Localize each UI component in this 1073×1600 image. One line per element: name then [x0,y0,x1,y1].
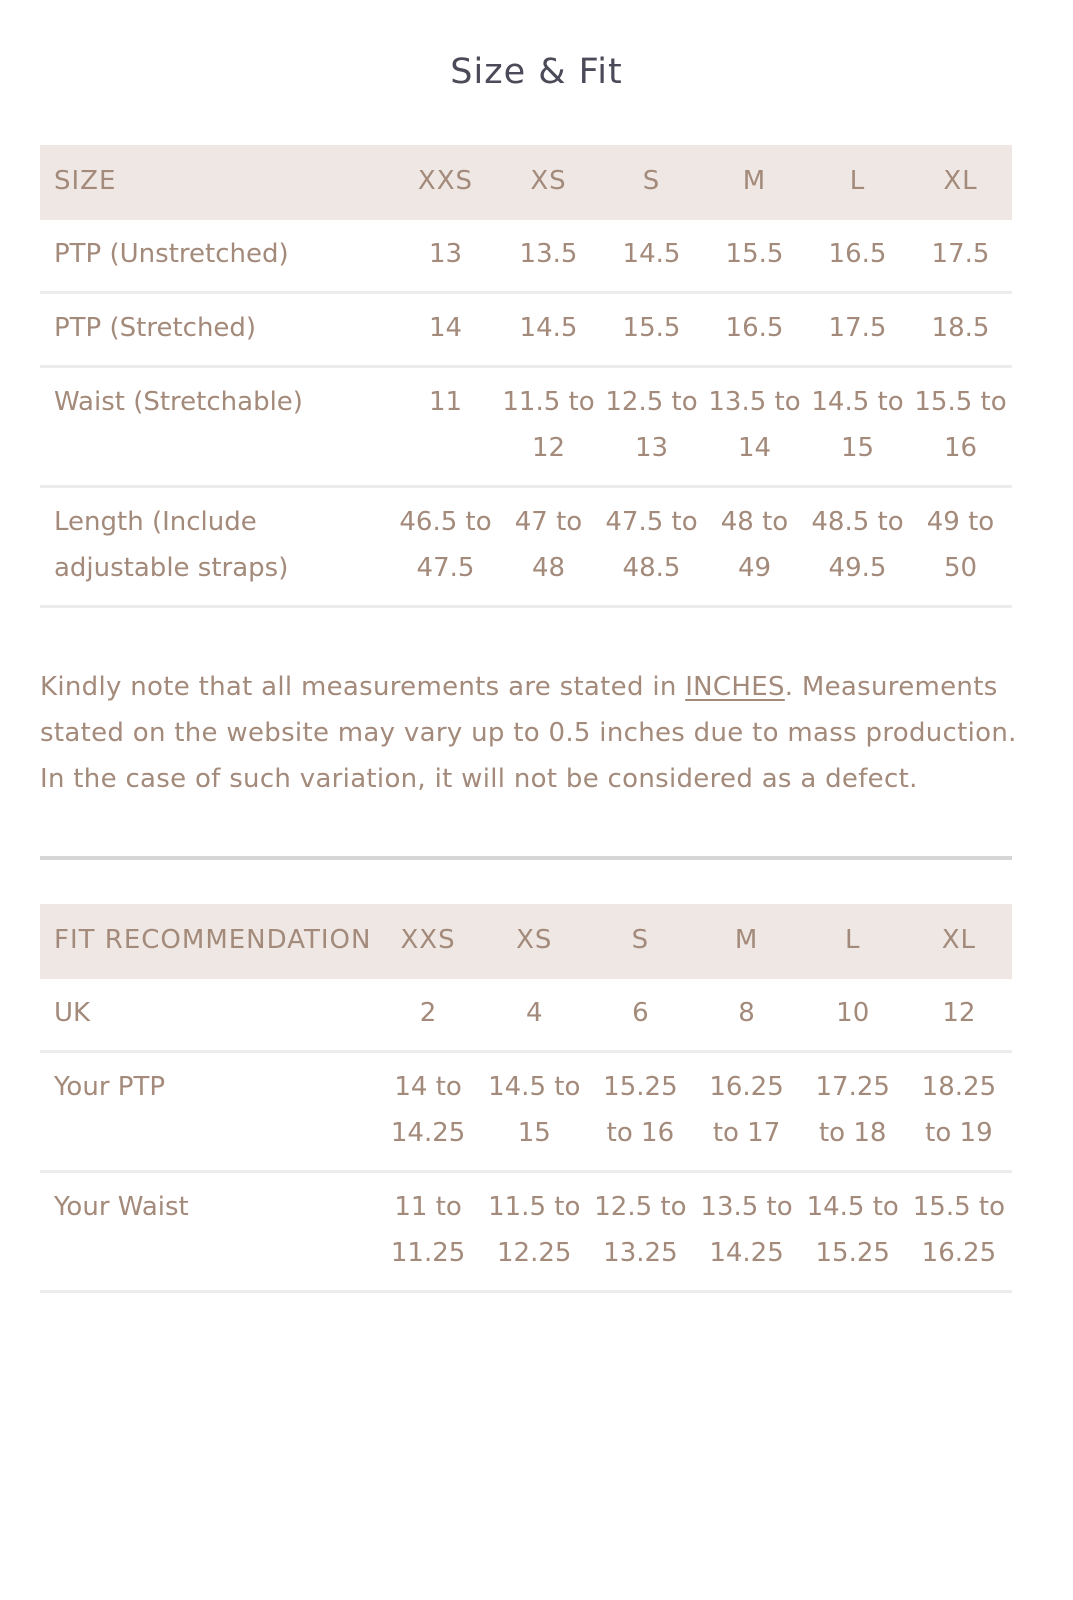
cell-value: 49 to 50 [926,507,995,583]
header-size: XXS [400,925,456,955]
cell-value: 15.5 to 16.25 [912,1192,1006,1268]
cell-value: 12.5 to 13.25 [594,1192,687,1268]
cell-value: 12.5 to 13 [605,387,698,463]
cell-value: 16.5 [828,239,887,269]
cell-value: 11 to 11.25 [390,1192,466,1268]
fit-table: FIT RECOMMENDATION XXS XS S M L XL UK 2 4 6 8 10 12 Y… [40,904,1012,1293]
row-label: UK [54,998,91,1028]
divider [40,856,1012,860]
header-size: XXS [417,166,474,196]
size-table-header: SIZE XXS XS S M L XL [40,145,1012,220]
cell-value: 11.5 to 12.25 [488,1192,581,1268]
cell-value: 14.5 [622,239,681,269]
header-size: L [844,925,861,955]
note-text-cont: . Measurements stated on the website may… [40,672,1017,794]
cell-value: 14 [428,313,463,343]
cell-value: 17.25 to 18 [815,1072,890,1148]
inches-link[interactable]: INCHES [685,672,785,702]
cell-value: 8 [738,998,755,1028]
cell-value: 13 [428,239,463,269]
header-size: L [849,166,866,196]
cell-value: 18.25 to 19 [921,1072,997,1148]
cell-value: 14.5 to 15 [811,387,904,463]
cell-value: 6 [632,998,649,1028]
header-size: XS [516,925,553,955]
measurement-note: Kindly note that all measurements are st… [40,664,1020,802]
header-size: XL [943,166,978,196]
cell-value: 15.5 [725,239,784,269]
note-text: Kindly note that all measurements are st… [40,672,686,702]
cell-value: 12 [942,998,976,1028]
header-size: S [631,925,650,955]
row-label: Length (Include adjustable straps) [54,507,289,583]
header-size: XL [941,925,977,955]
cell-value: 11 [428,387,463,417]
cell-value: 15.5 to 16 [914,387,1007,463]
cell-value: 48 to 49 [720,507,789,583]
cell-value: 16.5 [725,313,784,343]
row-label: Your Waist [54,1192,189,1222]
cell-value: 47.5 to 48.5 [605,507,698,583]
cell-value: 18.5 [931,313,990,343]
table-row: Length (Include adjustable straps) 46.5 t… [40,487,1012,607]
fit-table-header: FIT RECOMMENDATION XXS XS S M L XL [40,904,1012,979]
cell-value: 17.5 [931,239,990,269]
table-row: PTP (Stretched) 14 14.5 15.5 16.5 17.5 18.5 [40,293,1012,367]
header-size: XS [530,166,567,196]
cell-value: 14 to 14.25 [390,1072,466,1148]
cell-value: 13.5 [519,239,578,269]
cell-value: 13.5 to 14.25 [700,1192,793,1268]
cell-value: 2 [419,998,437,1028]
cell-value: 13.5 to 14 [708,387,801,463]
page-title: Size & Fit [450,52,623,92]
header-label: SIZE [54,166,117,196]
cell-value: 4 [525,998,543,1028]
cell-value: 10 [836,998,870,1028]
table-row: Waist (Stretchable) 11 11.5 to 12 12.5 to 1… [40,367,1012,487]
cell-value: 48.5 to 49.5 [811,507,904,583]
header-label: FIT RECOMMENDATION [54,925,372,955]
row-label: Your PTP [54,1072,166,1102]
table-row: PTP (Unstretched) 13 13.5 14.5 15.5 16.5 17.5 [40,220,1012,293]
table-row: Your PTP 14 to 14.25 14.5 to 15 15.25 to 16… [40,1052,1012,1172]
header-size: M [742,166,767,196]
row-label: PTP (Stretched) [54,313,257,343]
cell-value: 16.25 to 17 [709,1072,784,1148]
cell-value: 47 to 48 [514,507,583,583]
table-row: UK 2 4 6 8 10 12 [40,979,1012,1052]
cell-value: 14.5 to 15 [488,1072,581,1148]
cell-value: 17.5 [828,313,887,343]
row-label: PTP (Unstretched) [54,239,289,269]
cell-value: 14.5 to 15.25 [806,1192,899,1268]
table-row: Your Waist 11 to 11.25 11.5 to 12.25 12.5 t… [40,1172,1012,1292]
cell-value: 15.5 [622,313,681,343]
size-table: SIZE XXS XS S M L XL PTP (Unstretched) 13 13.5 14… [40,145,1012,608]
cell-value: 46.5 to 47.5 [399,507,492,583]
cell-value: 14.5 [519,313,578,343]
row-label: Waist (Stretchable) [54,387,303,417]
cell-value: 11.5 to 12 [502,387,595,463]
header-size: S [642,166,661,196]
cell-value: 15.25 to 16 [603,1072,678,1148]
header-size: M [734,925,759,955]
